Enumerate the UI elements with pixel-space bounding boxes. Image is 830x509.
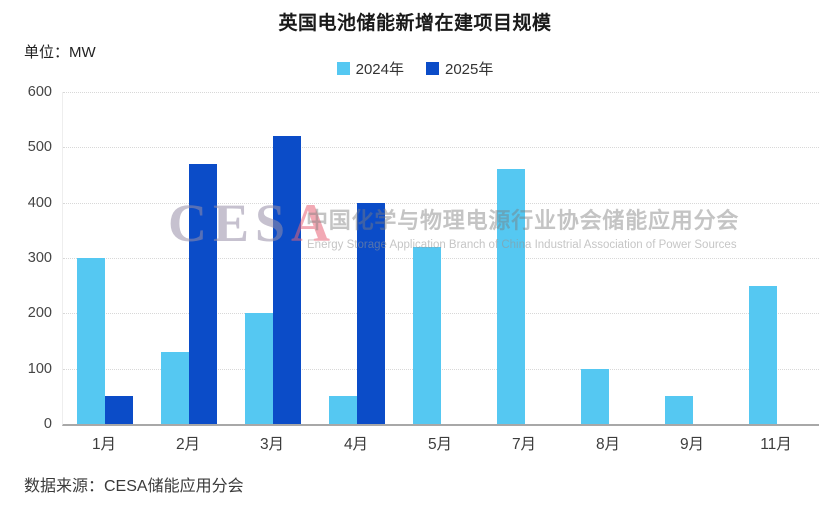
gridline <box>63 202 819 204</box>
legend-label: 2025年 <box>445 60 494 78</box>
y-tick-label: 0 <box>43 416 52 432</box>
y-tick-label: 600 <box>27 84 52 100</box>
gridline <box>63 92 819 93</box>
y-tick-label: 100 <box>27 360 52 377</box>
x-tick-label: 1月 <box>91 436 117 453</box>
y-tick-label: 200 <box>27 305 52 322</box>
legend-swatch-icon <box>336 61 350 75</box>
legend-swatch-icon <box>426 61 439 75</box>
chart-title: 英国电池储能新增在建项目规模 <box>278 13 552 34</box>
gridline <box>63 368 819 370</box>
y-tick-label: 500 <box>27 139 52 156</box>
legend-item: 2024年 <box>336 58 404 79</box>
legend-label: 2024年 <box>355 60 404 78</box>
bar-8月-2024年 <box>581 368 609 424</box>
bar-4月-2025年 <box>357 202 385 424</box>
y-axis-labels: 0 100 200 300 400 500 600 <box>0 84 52 432</box>
legend: 2024年 2025年 <box>0 58 830 79</box>
x-tick-label: 4月 <box>343 436 369 453</box>
bar-4月-2024年 <box>329 396 357 424</box>
x-tick-label: 9月 <box>679 436 705 453</box>
y-tick-label: 400 <box>27 194 52 211</box>
bar-11月-2024年 <box>749 285 777 424</box>
bar-7月-2024年 <box>497 169 525 424</box>
x-tick-label: 8月 <box>595 436 621 453</box>
bar-3月-2024年 <box>245 313 273 424</box>
bar-3月-2025年 <box>273 136 301 424</box>
bar-2月-2025年 <box>189 163 217 424</box>
legend-item: 2025年 <box>426 58 493 79</box>
bar-1月-2025年 <box>105 396 133 424</box>
x-tick-label: 11月 <box>760 436 792 453</box>
plot-area <box>62 92 819 426</box>
y-tick-label: 300 <box>27 250 52 266</box>
gridline <box>63 313 819 315</box>
unit-label: 单位：MW <box>24 44 96 61</box>
x-tick-label: 2月 <box>175 436 201 453</box>
x-tick-label: 5月 <box>427 436 453 453</box>
bar-1月-2024年 <box>77 258 105 424</box>
bar-5月-2024年 <box>413 246 441 424</box>
bar-2月-2024年 <box>161 352 189 424</box>
source-note: 数据来源：CESA储能应用分会 <box>24 478 244 495</box>
bar-9月-2024年 <box>665 396 693 424</box>
x-tick-label: 7月 <box>511 436 537 453</box>
gridline <box>63 147 819 149</box>
gridline <box>63 258 819 259</box>
x-axis-labels: 1月 2月 3月 4月 5月 7月 8月 9月 11月 <box>62 432 818 453</box>
x-tick-label: 3月 <box>259 436 285 453</box>
